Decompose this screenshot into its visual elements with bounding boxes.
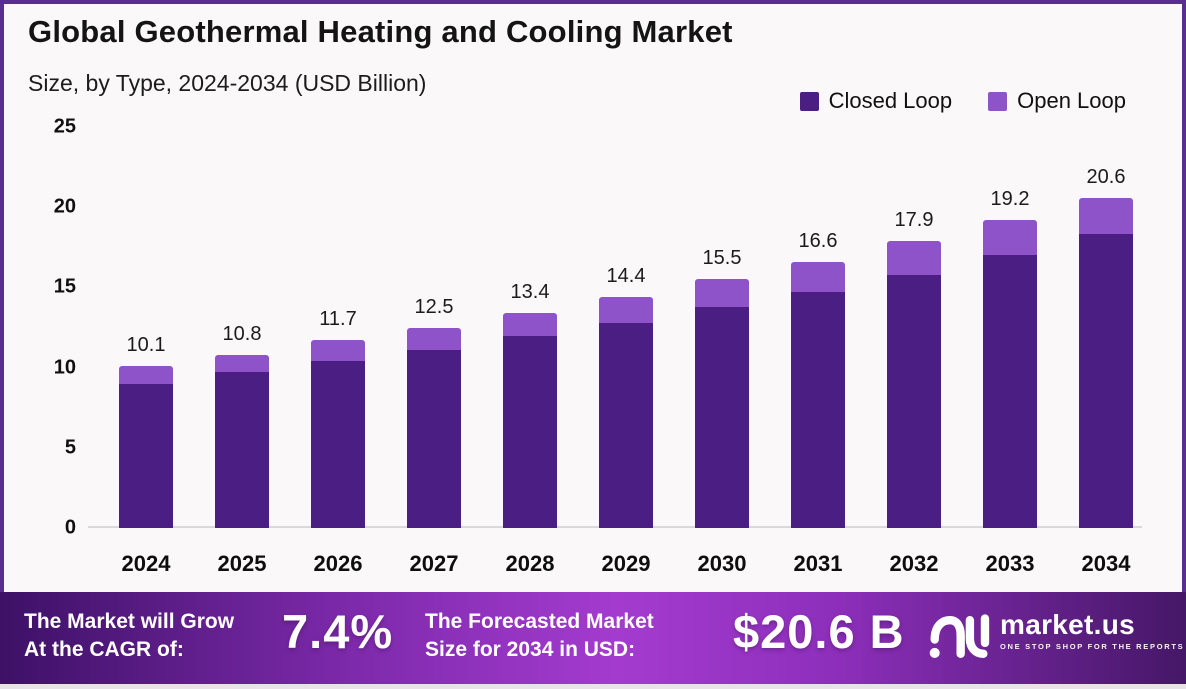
x-axis-label: 2032 — [889, 551, 939, 576]
bottom-banner: The Market will Grow At the CAGR of: 7.4… — [0, 592, 1186, 684]
bar-segment-closed-loop — [791, 292, 845, 528]
y-axis-tick-label: 0 — [64, 516, 76, 539]
bar-segment-open-loop — [983, 220, 1037, 256]
brand-name: market.us — [1000, 609, 1135, 640]
y-axis-tick-label: 20 — [53, 195, 76, 218]
bar-segment-closed-loop — [1079, 234, 1133, 528]
frame-border-top — [0, 0, 1186, 4]
marketus-logo-icon — [928, 610, 990, 660]
bar-segment-closed-loop — [983, 255, 1037, 528]
bar-segment-closed-loop — [119, 383, 173, 528]
bar-segment-open-loop — [791, 261, 845, 293]
legend-swatch — [799, 91, 819, 111]
x-axis-label: 2031 — [793, 551, 843, 576]
bar-total-label: 17.9 — [894, 208, 934, 231]
bar-total-label: 19.2 — [990, 188, 1030, 211]
legend-item-closed-loop: Closed Loop — [799, 88, 953, 114]
chart-title: Global Geothermal Heating and Cooling Ma… — [28, 14, 733, 49]
bar-total-label: 16.6 — [798, 229, 838, 252]
bar-segment-closed-loop — [695, 306, 749, 528]
bar-total-label: 11.7 — [319, 308, 357, 331]
x-axis-label: 2027 — [409, 551, 459, 576]
bar-segment-open-loop — [1079, 197, 1133, 235]
legend-label: Open Loop — [1017, 88, 1126, 113]
x-axis-label: 2025 — [217, 551, 267, 576]
marketus-logo: market.us ONE STOP SHOP FOR THE REPORTS — [928, 610, 1184, 660]
bar-segment-closed-loop — [503, 335, 557, 528]
y-axis-tick-label: 5 — [64, 436, 76, 459]
y-axis-tick-label: 25 — [53, 115, 76, 138]
forecast-caption-line1: The Forecasted Market — [425, 610, 654, 633]
bar-segment-closed-loop — [887, 274, 941, 528]
bar-segment-closed-loop — [407, 349, 461, 528]
bar-total-label: 13.4 — [510, 281, 550, 304]
bar-segment-open-loop — [407, 327, 461, 350]
frame-bottom-strip — [0, 684, 1186, 689]
cagr-caption-line1: The Market will Grow — [24, 610, 235, 633]
cagr-caption-line2: At the CAGR of: — [24, 638, 184, 661]
chart-legend: Closed Loop Open Loop — [799, 88, 1126, 114]
bar-segment-closed-loop — [599, 322, 653, 528]
bar-total-label: 12.5 — [414, 295, 454, 318]
x-axis-label: 2030 — [697, 551, 747, 576]
bar-total-label: 14.4 — [606, 265, 646, 288]
bar-segment-open-loop — [695, 279, 749, 307]
bar-segment-open-loop — [215, 354, 269, 373]
bar-total-label: 20.6 — [1086, 165, 1126, 188]
legend-swatch — [988, 91, 1008, 111]
bar-total-label: 10.8 — [222, 322, 262, 345]
brand-tagline: ONE STOP SHOP FOR THE REPORTS — [1000, 642, 1185, 651]
x-axis-label: 2024 — [121, 551, 171, 576]
x-axis-label: 2028 — [505, 551, 555, 576]
frame-border-left — [0, 0, 4, 592]
y-axis-tick-label: 15 — [53, 275, 76, 298]
x-axis-label: 2026 — [313, 551, 363, 576]
bar-segment-open-loop — [887, 240, 941, 275]
cagr-caption: The Market will Grow At the CAGR of: — [24, 608, 234, 664]
cagr-value: 7.4% — [282, 605, 394, 658]
marketus-brand-text: market.us ONE STOP SHOP FOR THE REPORTS — [1000, 609, 1185, 652]
x-axis-label: 2033 — [985, 551, 1035, 576]
bar-segment-open-loop — [599, 297, 653, 323]
bar-segment-open-loop — [503, 313, 557, 336]
bar-segment-open-loop — [311, 340, 365, 362]
bar-segment-closed-loop — [311, 361, 365, 528]
x-axis-label: 2034 — [1081, 551, 1131, 576]
legend-item-open-loop: Open Loop — [988, 88, 1126, 114]
forecast-caption: The Forecasted Market Size for 2034 in U… — [425, 608, 654, 664]
frame-border-right — [1182, 0, 1186, 592]
forecast-caption-line2: Size for 2034 in USD: — [425, 638, 636, 661]
forecast-value: $20.6 B — [733, 605, 905, 658]
bar-segment-open-loop — [119, 366, 173, 384]
chart-subtitle: Size, by Type, 2024-2034 (USD Billion) — [28, 70, 427, 96]
x-axis-label: 2029 — [601, 551, 651, 576]
bar-segment-closed-loop — [215, 372, 269, 528]
y-axis-tick-label: 10 — [53, 356, 76, 379]
legend-label: Closed Loop — [828, 88, 953, 113]
bar-total-label: 15.5 — [702, 247, 742, 270]
bar-total-label: 10.1 — [126, 334, 166, 356]
